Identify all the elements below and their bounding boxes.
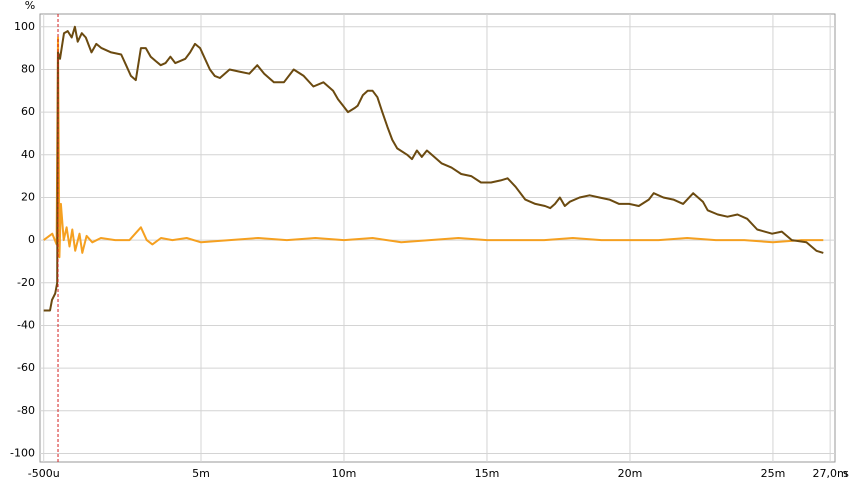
x-tick-label: 10m [332,467,357,480]
y-tick-label: 20 [21,190,35,203]
x-unit: s [843,467,849,480]
y-tick-label: -20 [17,276,35,289]
plot-area [39,13,836,463]
y-tick-label: -40 [17,318,35,331]
x-tick-label: 25m [761,467,786,480]
y-tick-label: 100 [14,20,35,33]
x-tick-label: 15m [475,467,500,480]
y-unit: % [25,0,35,12]
data-line [43,36,824,259]
data-line [43,25,824,312]
x-tick-label: -500u [28,467,60,480]
y-tick-label: 60 [21,105,35,118]
y-tick-label: 40 [21,148,35,161]
y-tick-label: 80 [21,62,35,75]
y-tick-label: -100 [10,446,35,459]
y-tick-label: 0 [28,233,35,246]
x-tick-label: 20m [618,467,643,480]
y-tick-label: -80 [17,404,35,417]
x-tick-label: 27,0m [813,467,848,480]
y-tick-label: -60 [17,361,35,374]
x-tick-label: 5m [192,467,210,480]
